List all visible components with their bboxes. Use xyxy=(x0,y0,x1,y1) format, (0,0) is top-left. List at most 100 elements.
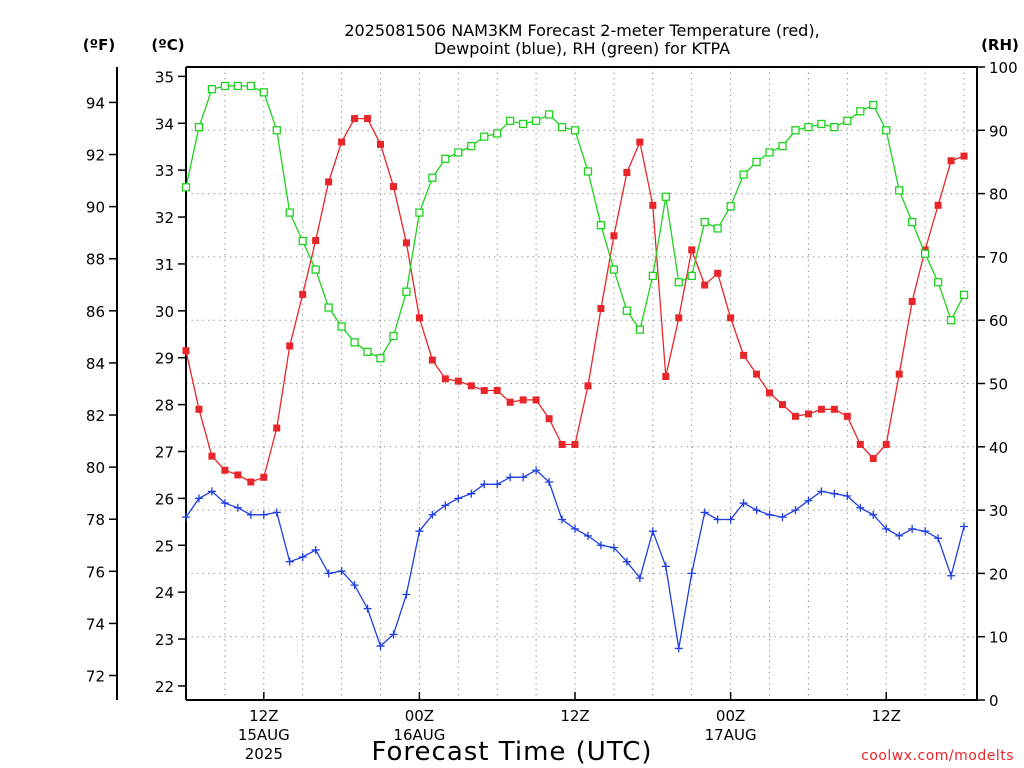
temperature-point xyxy=(377,140,385,148)
rh-point xyxy=(402,287,411,296)
dewpoint-point xyxy=(700,508,709,517)
temperature-point xyxy=(260,473,268,481)
celsius-tick-label: 35 xyxy=(155,68,174,86)
x-tick-date-label: 16AUG xyxy=(393,726,445,744)
temperature-point xyxy=(338,138,346,146)
dewpoint-point xyxy=(869,510,878,519)
temperature-point xyxy=(208,452,216,460)
temperature-point xyxy=(869,455,877,463)
rh-tick-label: 40 xyxy=(989,439,1008,457)
rh-point xyxy=(674,278,683,287)
rh-point xyxy=(350,338,359,347)
rh-point xyxy=(506,116,515,125)
temperature-point xyxy=(480,387,488,395)
temperature-point xyxy=(532,396,540,404)
rh-point xyxy=(544,110,554,119)
dewpoint-point xyxy=(532,466,541,475)
fahrenheit-tick-label: 72 xyxy=(86,668,105,686)
x-tick-label: 00Z xyxy=(716,707,745,725)
dewpoint-point xyxy=(350,581,359,590)
temperature-point xyxy=(817,405,825,413)
rh-point xyxy=(207,85,217,94)
temperature-point xyxy=(636,138,644,146)
dewpoint-point xyxy=(467,489,476,498)
dewpoint-point xyxy=(337,567,346,576)
temperature-point xyxy=(571,440,579,448)
dewpoint-point xyxy=(363,604,372,613)
temperature-point xyxy=(467,382,475,390)
dewpoint-point xyxy=(194,494,203,503)
dewpoint-point xyxy=(661,562,670,571)
dewpoint-point xyxy=(519,473,528,482)
temperature-point xyxy=(273,424,281,432)
fahrenheit-tick-label: 78 xyxy=(86,511,105,529)
dewpoint-point xyxy=(415,527,424,536)
rh-tick-label: 50 xyxy=(989,376,1008,394)
x-tick-label: 00Z xyxy=(405,707,434,725)
temperature-point xyxy=(714,269,722,277)
celsius-tick-label: 25 xyxy=(155,537,174,555)
temperature-point xyxy=(519,396,527,404)
rh-tick-label: 60 xyxy=(989,312,1008,330)
dewpoint-point xyxy=(324,569,333,578)
rh-point xyxy=(752,157,761,167)
celsius-tick-label: 29 xyxy=(155,350,174,368)
rh-point xyxy=(933,278,943,287)
rh-point xyxy=(920,249,930,258)
rh-point xyxy=(661,192,670,201)
dewpoint-point xyxy=(285,557,294,566)
dewpoint-point xyxy=(739,499,748,508)
x-tick-year-label: 2025 xyxy=(245,745,283,763)
celsius-tick-label: 22 xyxy=(155,678,174,696)
temperature-point xyxy=(934,201,942,209)
rh-tick-label: 30 xyxy=(989,502,1008,520)
dewpoint-point xyxy=(726,515,735,524)
dewpoint-point xyxy=(233,503,242,512)
dewpoint-point xyxy=(934,534,943,543)
rh-point xyxy=(804,122,813,132)
rh-tick-label: 0 xyxy=(989,692,999,710)
dewpoint-point xyxy=(856,503,865,512)
temperature-point xyxy=(727,314,735,322)
rh-tick-label: 80 xyxy=(989,186,1008,204)
fahrenheit-tick-label: 86 xyxy=(86,303,105,321)
rh-point xyxy=(856,107,865,116)
fahrenheit-tick-label: 84 xyxy=(86,355,105,373)
temperature-point xyxy=(597,304,605,312)
temperature-point xyxy=(662,372,670,380)
celsius-axis-label: (ºC) xyxy=(151,36,184,54)
dewpoint-point xyxy=(596,541,605,550)
dewpoint-point xyxy=(441,501,450,510)
dewpoint-point xyxy=(947,571,956,580)
rh-point xyxy=(272,126,281,135)
rh-tick-label: 100 xyxy=(989,59,1018,77)
temperature-point xyxy=(402,239,410,247)
rh-point xyxy=(635,325,645,334)
celsius-tick-label: 26 xyxy=(155,490,174,508)
x-tick-label: 12Z xyxy=(560,707,589,725)
rh-point xyxy=(570,126,580,135)
rh-tick-label: 10 xyxy=(989,629,1008,647)
rh-point xyxy=(285,208,294,217)
temperature-point xyxy=(688,246,696,254)
dewpoint-point xyxy=(389,630,398,639)
temperature-point xyxy=(804,410,812,418)
rh-point xyxy=(531,116,541,125)
temperature-point xyxy=(493,387,501,395)
dewpoint-point xyxy=(207,487,216,496)
dewpoint-point xyxy=(376,642,385,651)
temperature-point xyxy=(247,478,255,486)
temperature-point xyxy=(415,314,423,322)
tick-labels: 22 23 24 25 26 27 28 29 30 31 32 33 34 35 72 74 76 78 80 82… xyxy=(86,59,1018,763)
dewpoint-point xyxy=(259,510,268,519)
temperature-point xyxy=(778,401,786,409)
fahrenheit-axis-label: (ºF) xyxy=(83,36,115,54)
rh-point xyxy=(181,183,191,192)
temperature-point xyxy=(908,297,916,305)
rh-tick-label: 70 xyxy=(989,249,1008,267)
dewpoint-point xyxy=(272,508,281,517)
rh-point xyxy=(791,126,800,135)
rh-tick-label: 20 xyxy=(989,565,1008,583)
fahrenheit-tick-label: 94 xyxy=(86,94,105,112)
dewpoint-point xyxy=(830,489,839,498)
